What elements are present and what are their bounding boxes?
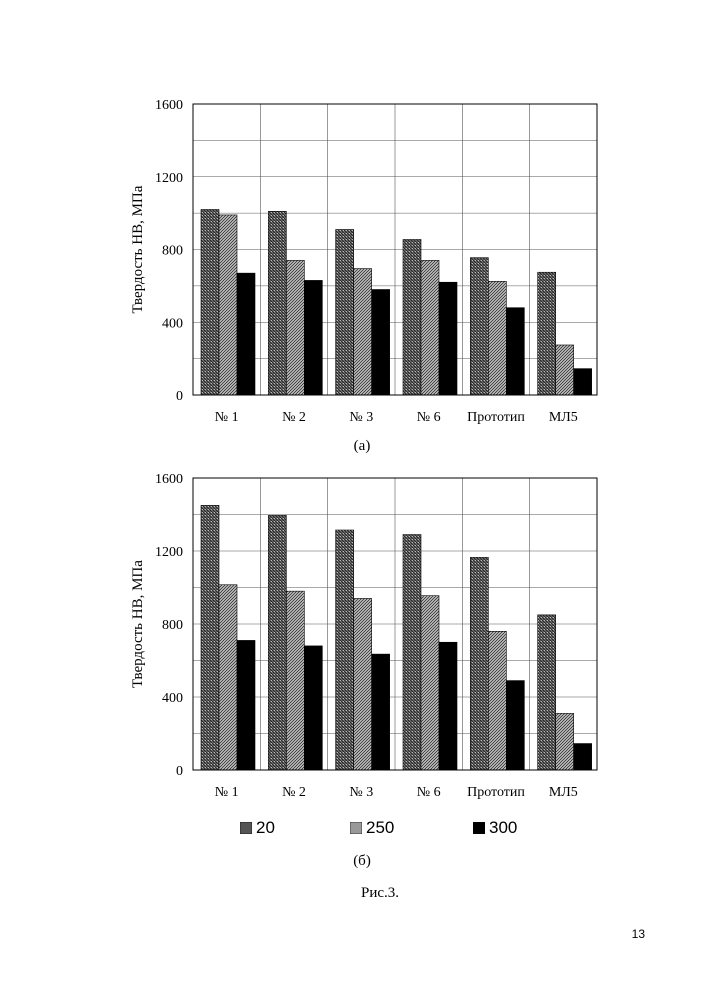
figure-caption: Рис.3. bbox=[360, 885, 400, 901]
bar-300-4 bbox=[438, 641, 458, 771]
bar-250-3 bbox=[353, 598, 372, 771]
y-tick-label: 400 bbox=[162, 316, 183, 331]
x-tick-label: № 2 bbox=[282, 410, 306, 425]
bar-300-3 bbox=[371, 653, 390, 771]
chart-a: 0 400 800 1200 1600 № 1 № 2 № 3 № 6 Прототип МЛ5 Тв… bbox=[130, 98, 598, 425]
y-tick-label: 0 bbox=[176, 389, 183, 404]
plot-area bbox=[192, 477, 598, 771]
legend-swatch-250 bbox=[350, 822, 362, 834]
bar-300-2 bbox=[304, 645, 323, 771]
x-tick-label: № 1 bbox=[215, 785, 239, 800]
y-tick-label: 800 bbox=[162, 618, 183, 633]
bar-20-2 bbox=[268, 515, 287, 771]
chart-b: 0 400 800 1200 1600 № 1 № 2 № 3 № 6 Прототип МЛ5 Тв… bbox=[130, 472, 598, 800]
x-tick-label: № 6 bbox=[417, 410, 441, 425]
legend-label-20: 20 bbox=[256, 818, 275, 837]
bar-20-1 bbox=[200, 505, 220, 771]
bar-250-2 bbox=[286, 590, 305, 771]
bar-250-5 bbox=[488, 630, 507, 771]
x-tick-label: № 3 bbox=[349, 785, 373, 800]
y-axis-label: Твердость НВ, МПа bbox=[130, 560, 146, 688]
y-tick-label: 400 bbox=[162, 691, 183, 706]
legend-swatch-20 bbox=[240, 822, 252, 834]
x-tick-label: МЛ5 bbox=[549, 785, 578, 800]
plot-frame bbox=[192, 477, 598, 771]
bar-300-6 bbox=[573, 743, 592, 771]
x-tick-label: Прототип bbox=[467, 410, 525, 425]
x-tick-label: № 2 bbox=[282, 785, 306, 800]
bar-20-6 bbox=[537, 614, 556, 771]
x-tick-label: № 1 bbox=[215, 410, 239, 425]
legend-label-300: 300 bbox=[489, 818, 518, 837]
y-tick-label: 1200 bbox=[155, 171, 183, 186]
y-tick-label: 800 bbox=[162, 244, 183, 259]
x-tick-label: № 3 bbox=[349, 410, 373, 425]
x-tick-label: № 6 bbox=[417, 785, 441, 800]
y-axis-label: Твердость НВ, МПа bbox=[130, 185, 146, 313]
y-tick-label: 1600 bbox=[155, 98, 183, 113]
y-tick-label: 1200 bbox=[155, 545, 183, 560]
bar-20-5 bbox=[470, 557, 489, 771]
bar-20-3 bbox=[335, 529, 354, 771]
legend-swatch-300 bbox=[473, 822, 485, 834]
bar-300-1 bbox=[236, 640, 256, 771]
bar-250-6 bbox=[555, 713, 574, 771]
plot-frame bbox=[192, 103, 598, 396]
bar-250-1 bbox=[218, 584, 238, 771]
plot-area bbox=[192, 103, 598, 396]
x-tick-label: Прототип bbox=[467, 785, 525, 800]
bar-250-4 bbox=[420, 595, 440, 771]
x-tick-label: МЛ5 bbox=[549, 410, 578, 425]
page-number: 13 bbox=[631, 927, 645, 941]
legend-label-250: 250 bbox=[366, 818, 395, 837]
bar-20-4 bbox=[402, 534, 422, 771]
y-tick-label: 1600 bbox=[155, 472, 183, 487]
chart-a-caption: (а) bbox=[353, 438, 371, 454]
bar-300-5 bbox=[506, 680, 525, 771]
chart-b-caption: (б) bbox=[353, 853, 371, 869]
y-tick-label: 0 bbox=[176, 764, 183, 779]
